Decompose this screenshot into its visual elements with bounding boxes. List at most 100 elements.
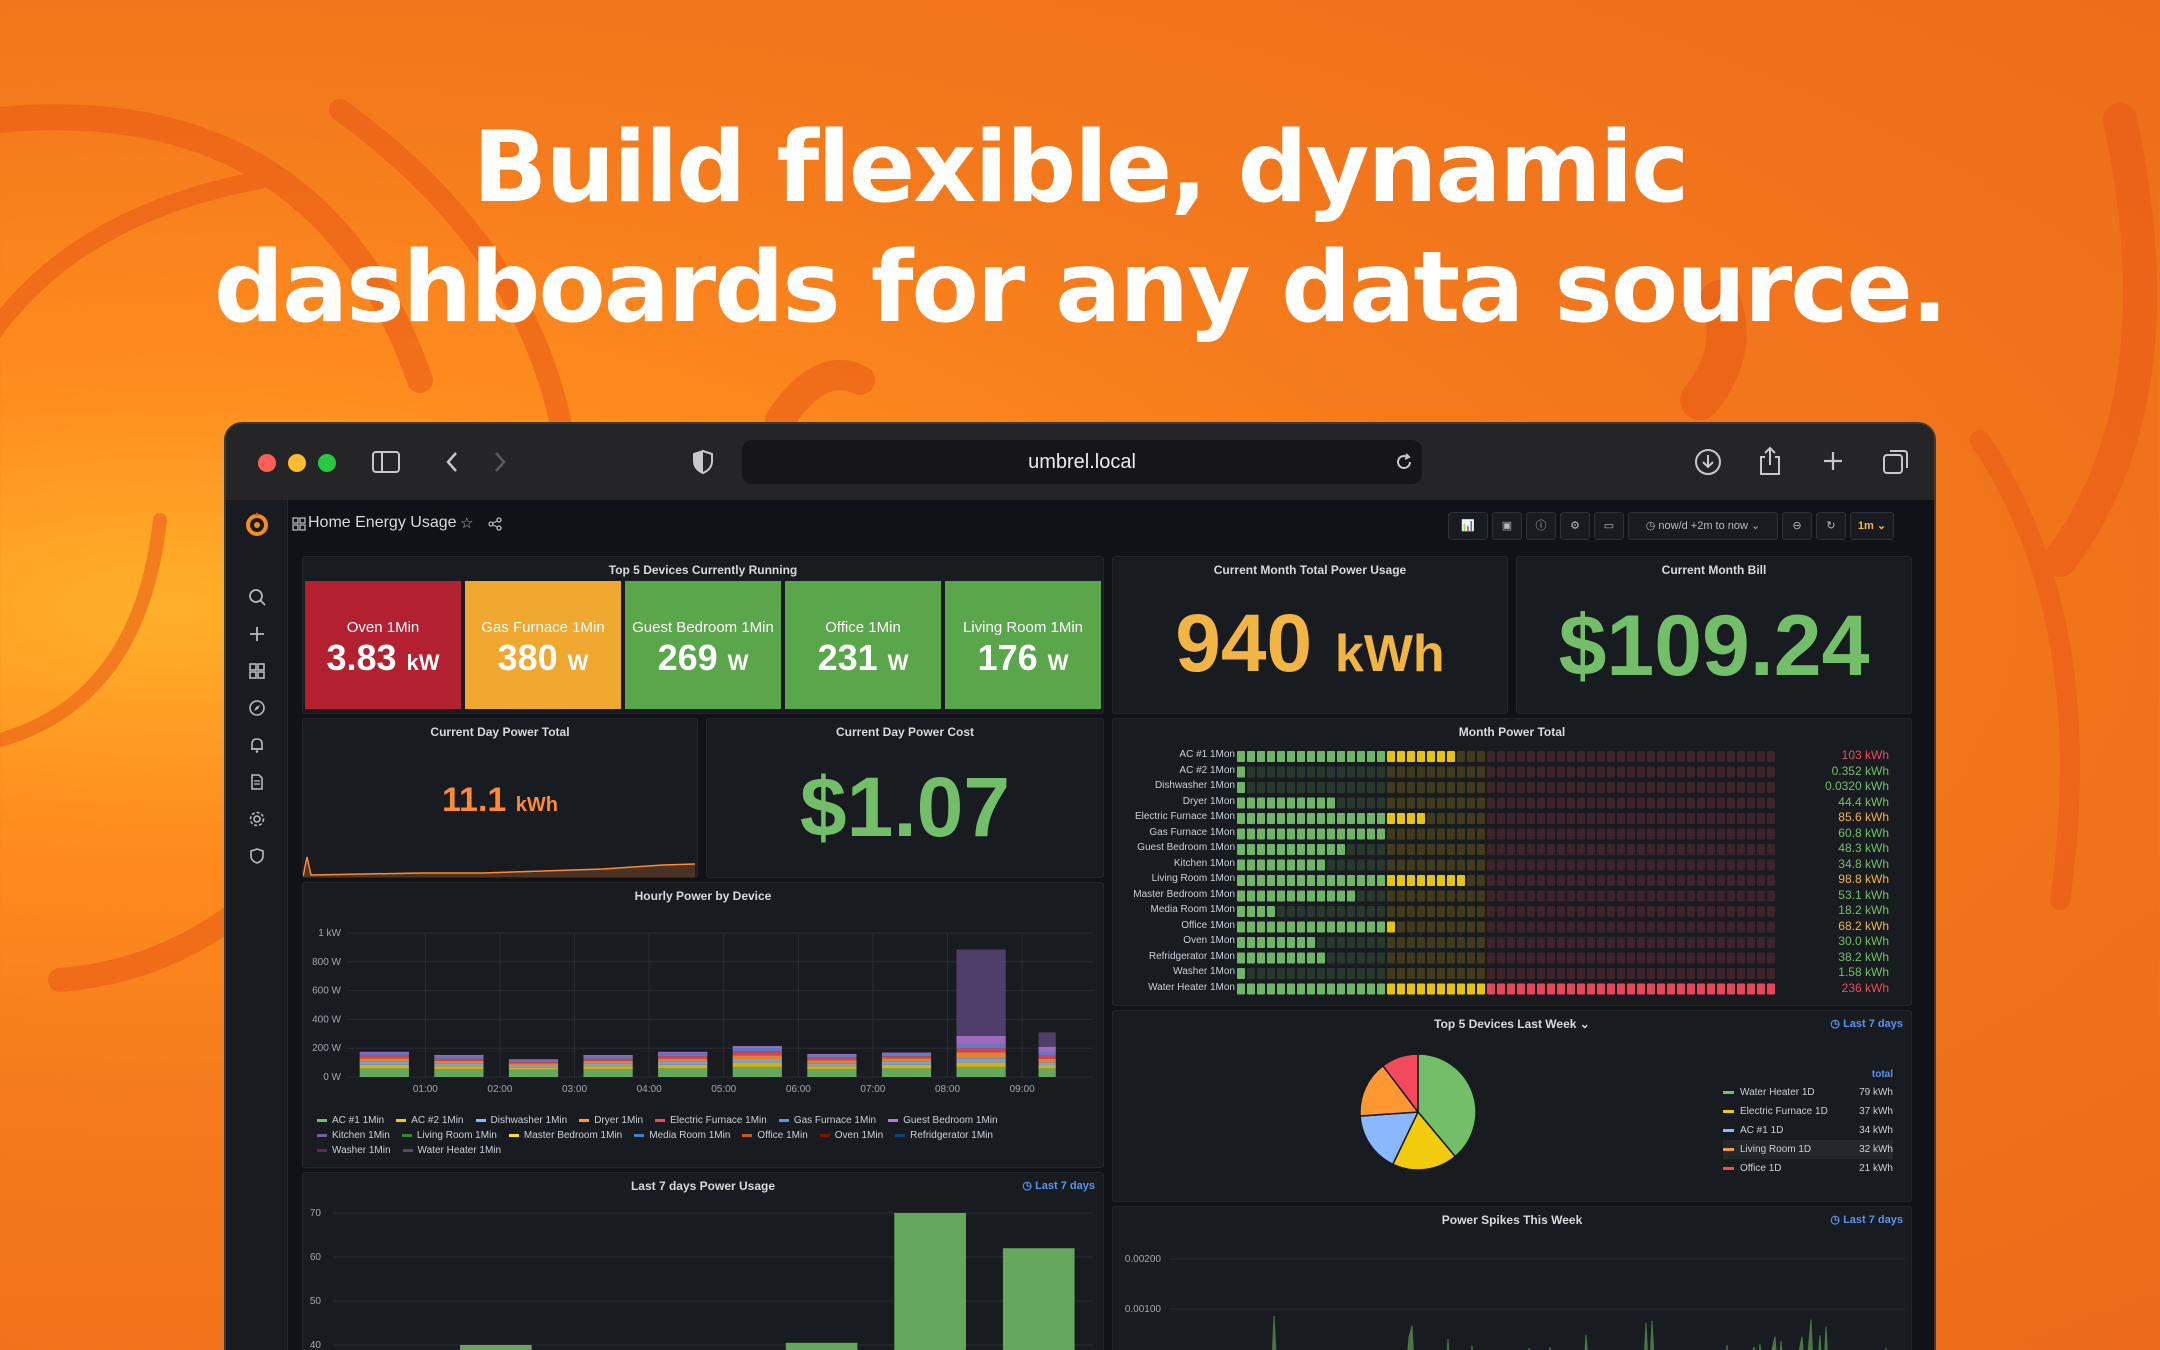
zoom-window-button[interactable] bbox=[318, 454, 336, 472]
legend-item[interactable]: Master Bedroom 1Min bbox=[508, 1130, 622, 1141]
pie-legend-item[interactable]: Living Room 1D 32 kWh bbox=[1723, 1140, 1893, 1159]
top5-devices-panel[interactable]: Top 5 Devices Currently Running Oven 1Mi… bbox=[302, 556, 1104, 714]
settings-gear-icon[interactable] bbox=[248, 810, 266, 828]
gauge-cell bbox=[1487, 828, 1495, 840]
gauge-cell bbox=[1717, 968, 1725, 979]
explore-icon[interactable] bbox=[248, 699, 266, 717]
pie-legend-column[interactable]: total bbox=[1871, 1069, 1893, 1080]
gauge-cell bbox=[1547, 952, 1555, 964]
pie-legend-item[interactable]: Electric Furnace 1D 37 kWh bbox=[1723, 1102, 1893, 1121]
bar-segment bbox=[956, 1058, 1006, 1063]
pie-slice[interactable] bbox=[1359, 1064, 1420, 1117]
legend-item[interactable]: Living Room 1Min bbox=[401, 1130, 497, 1141]
gauge-cell bbox=[1597, 875, 1605, 886]
gauge-cell bbox=[1567, 983, 1575, 995]
month-bill-panel[interactable]: Current Month Bill $109.24 bbox=[1516, 556, 1912, 714]
dashboard-settings-button[interactable]: ⚙ bbox=[1560, 512, 1590, 540]
sidebar-icon[interactable] bbox=[372, 451, 400, 473]
device-tile[interactable]: Office 1Min 231 W bbox=[785, 581, 941, 709]
gauge-cell bbox=[1267, 983, 1275, 995]
bar-segment bbox=[956, 1044, 1006, 1049]
pie-legend-item[interactable]: Water Heater 1D 79 kWh bbox=[1723, 1083, 1893, 1102]
tabs-icon[interactable] bbox=[1882, 448, 1910, 476]
refresh-button[interactable]: ↻ bbox=[1816, 512, 1846, 540]
alerting-bell-icon[interactable] bbox=[248, 736, 266, 754]
gauge-cell bbox=[1497, 828, 1505, 840]
close-window-button[interactable] bbox=[258, 454, 276, 472]
dashboard-insights-button[interactable]: ⓘ bbox=[1526, 512, 1556, 540]
time-picker-button[interactable]: ◷ now/d +2m to now ⌄ bbox=[1628, 512, 1778, 540]
legend-item[interactable]: Dishwasher 1Min bbox=[475, 1115, 567, 1126]
gauge-cell bbox=[1297, 921, 1305, 933]
reload-icon[interactable] bbox=[1394, 452, 1414, 472]
reports-document-icon[interactable] bbox=[248, 773, 266, 791]
shield-icon[interactable] bbox=[692, 450, 714, 474]
pie-slice[interactable] bbox=[1381, 1053, 1419, 1115]
legend-item[interactable]: Gas Furnace 1Min bbox=[778, 1115, 876, 1126]
hourly-power-panel[interactable]: Hourly Power by Device 1 kW 800 W 600 W 400… bbox=[302, 882, 1104, 1168]
gauge-cell bbox=[1417, 937, 1425, 948]
month-usage-panel[interactable]: Current Month Total Power Usage 940 kWh bbox=[1112, 556, 1508, 714]
legend-item[interactable]: Water Heater 1Min bbox=[402, 1145, 501, 1156]
device-tile[interactable]: Guest Bedroom 1Min 269 W bbox=[625, 581, 781, 709]
dashboard-title[interactable]: Home Energy Usage bbox=[308, 514, 457, 531]
refresh-interval-button[interactable]: 1m ⌄ bbox=[1850, 512, 1894, 540]
gauge-cell bbox=[1487, 906, 1495, 917]
legend-item[interactable]: AC #2 1Min bbox=[396, 1115, 464, 1126]
add-panel-button[interactable]: 📊 bbox=[1448, 512, 1488, 540]
star-icon[interactable]: ☆ bbox=[460, 514, 474, 532]
gauge-cell bbox=[1557, 844, 1565, 855]
device-tile[interactable]: Oven 1Min 3.83 kW bbox=[305, 581, 461, 709]
device-tile[interactable]: Gas Furnace 1Min 380 W bbox=[465, 581, 621, 709]
share-icon[interactable] bbox=[1758, 446, 1782, 476]
legend-item[interactable]: Dryer 1Min bbox=[579, 1115, 643, 1126]
server-admin-shield-icon[interactable] bbox=[248, 847, 266, 865]
pie-slice[interactable] bbox=[1417, 1053, 1477, 1158]
legend-item[interactable]: Guest Bedroom 1Min bbox=[888, 1115, 998, 1126]
plus-icon[interactable] bbox=[248, 625, 266, 643]
pie-legend-item[interactable]: AC #1 1D 34 kWh bbox=[1723, 1121, 1893, 1140]
gauge-cell bbox=[1247, 751, 1255, 762]
back-icon[interactable] bbox=[444, 450, 460, 474]
legend-item[interactable]: Electric Furnace 1Min bbox=[655, 1115, 767, 1126]
day-total-panel[interactable]: Current Day Power Total 11.1 kWh bbox=[302, 718, 698, 878]
share-dashboard-icon[interactable] bbox=[488, 517, 502, 531]
minimize-window-button[interactable] bbox=[288, 454, 306, 472]
legend-item[interactable]: Kitchen 1Min bbox=[317, 1130, 390, 1141]
legend-item[interactable]: Media Room 1Min bbox=[634, 1130, 730, 1141]
zoom-out-button[interactable]: ⊖ bbox=[1782, 512, 1812, 540]
pie-legend-item[interactable]: Office 1D 21 kWh bbox=[1723, 1159, 1893, 1178]
day-cost-panel[interactable]: Current Day Power Cost $1.07 bbox=[706, 718, 1104, 878]
legend-item[interactable]: Office 1Min bbox=[742, 1130, 808, 1141]
gauge-cell bbox=[1457, 875, 1465, 886]
save-dashboard-button[interactable]: ▣ bbox=[1492, 512, 1522, 540]
legend-item[interactable]: Refridgerator 1Min bbox=[895, 1130, 993, 1141]
gauge-cell bbox=[1657, 828, 1665, 840]
tv-mode-button[interactable]: ▭ bbox=[1594, 512, 1624, 540]
last7-panel[interactable]: Last 7 days Power Usage ◷ Last 7 days 70… bbox=[302, 1172, 1104, 1350]
legend-item[interactable]: AC #1 1Min bbox=[317, 1115, 384, 1126]
gauge-cell bbox=[1577, 921, 1585, 933]
forward-icon[interactable] bbox=[492, 450, 508, 474]
new-tab-icon[interactable] bbox=[1822, 450, 1844, 472]
legend-item[interactable]: Oven 1Min bbox=[819, 1130, 883, 1141]
gauge-cell bbox=[1317, 906, 1325, 917]
search-icon[interactable] bbox=[248, 588, 266, 606]
gauge-row-value: 53.1 kWh bbox=[1838, 887, 1889, 902]
grafana-logo-icon[interactable] bbox=[243, 510, 271, 538]
panel-title[interactable]: Top 5 Devices Last Week ⌄ bbox=[1113, 1017, 1911, 1031]
month-power-panel[interactable]: Month Power Total AC #1 1Mon 103 kWh AC #2… bbox=[1112, 718, 1912, 1006]
spikes-panel[interactable]: Power Spikes This Week ◷ Last 7 days 0.0… bbox=[1112, 1206, 1912, 1350]
gauge-cell bbox=[1617, 751, 1625, 762]
download-icon[interactable] bbox=[1694, 448, 1722, 476]
gauge-cell bbox=[1397, 766, 1405, 778]
legend-item[interactable]: Washer 1Min bbox=[317, 1145, 391, 1156]
device-tile[interactable]: Living Room 1Min 176 W bbox=[945, 581, 1101, 709]
pie-slice[interactable] bbox=[1359, 1111, 1420, 1166]
pie-slice[interactable] bbox=[1391, 1110, 1457, 1171]
address-bar[interactable]: umbrel.local bbox=[742, 440, 1422, 484]
gauge-cell bbox=[1517, 782, 1525, 793]
top5-week-panel[interactable]: Top 5 Devices Last Week ⌄ ◷ Last 7 days … bbox=[1112, 1010, 1912, 1202]
gauge-cell bbox=[1747, 952, 1755, 964]
dashboards-icon[interactable] bbox=[248, 662, 266, 680]
